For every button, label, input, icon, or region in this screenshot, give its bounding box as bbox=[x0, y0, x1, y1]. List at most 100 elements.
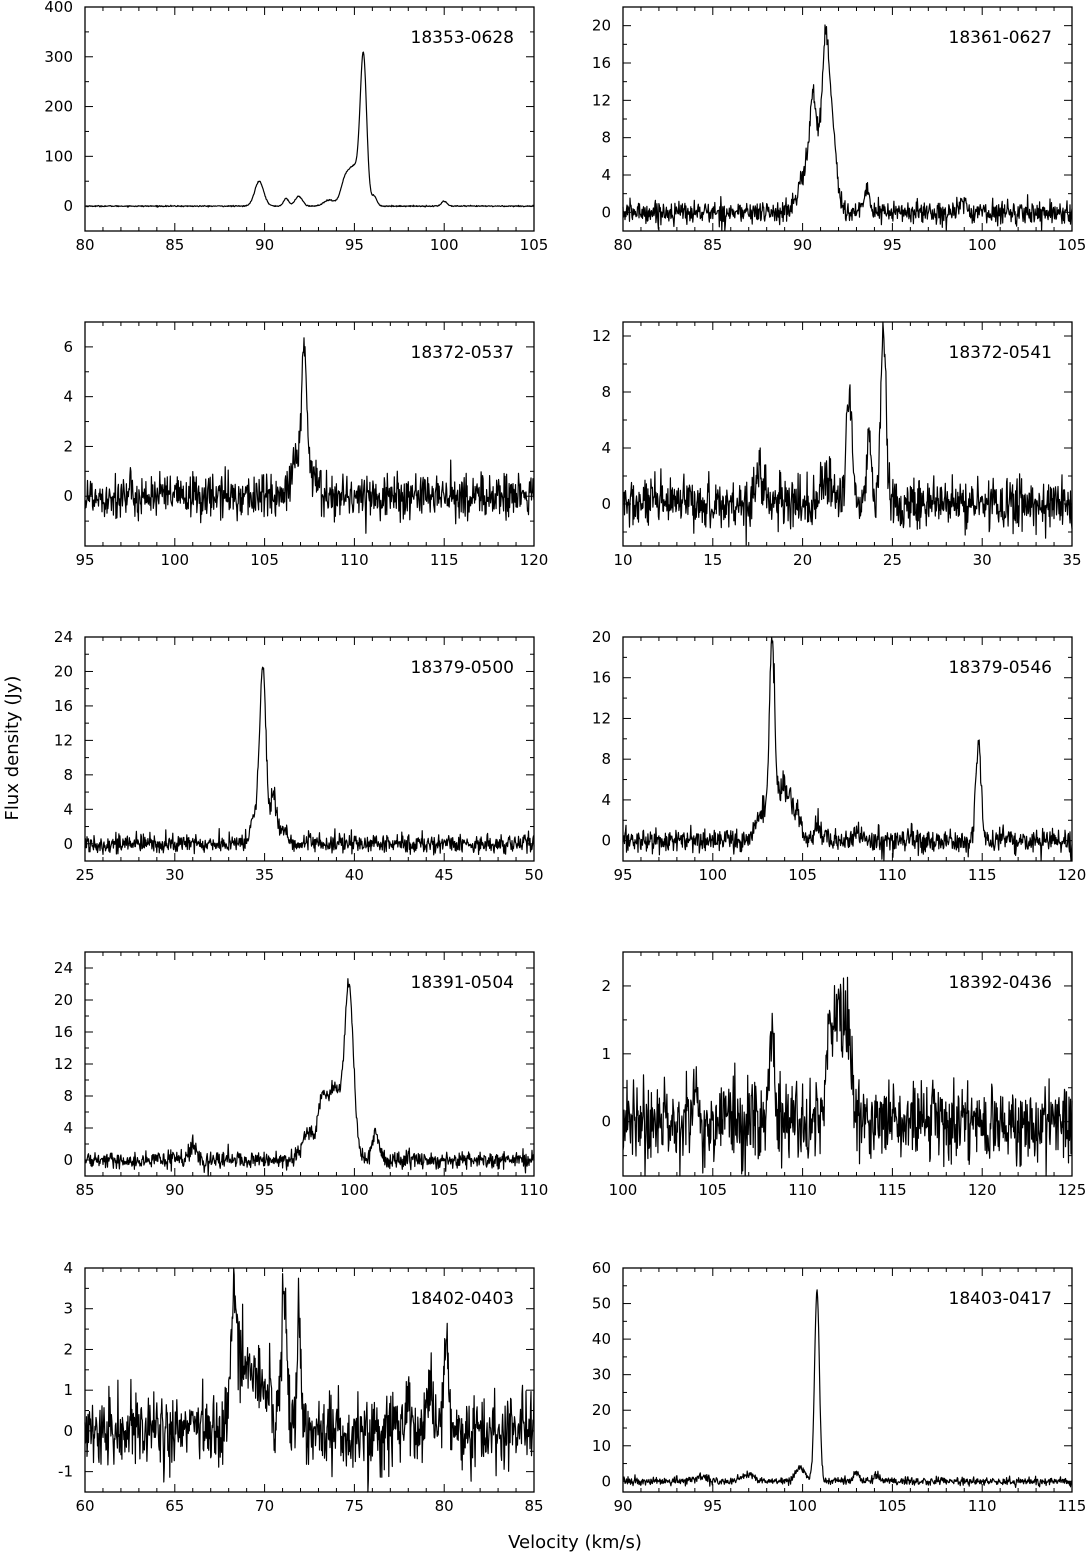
x-tick-label: 105 bbox=[698, 1181, 727, 1199]
y-tick-label: 12 bbox=[54, 1055, 73, 1073]
x-tick-label: 105 bbox=[788, 866, 817, 884]
x-tick-label: 125 bbox=[1058, 1181, 1087, 1199]
x-tick-label: 110 bbox=[788, 1181, 817, 1199]
y-axis-title: Flux density (Jy) bbox=[2, 676, 23, 821]
y-tick-label: -1 bbox=[58, 1463, 73, 1481]
source-label: 18372-0541 bbox=[949, 343, 1052, 363]
y-tick-label: 4 bbox=[63, 1119, 73, 1137]
y-tick-label: 1 bbox=[601, 1045, 611, 1063]
spectrum-panel: 95 100 105 110 115 120 0 4 8 12 16 20 18379-0546 bbox=[592, 628, 1086, 884]
x-tick-label: 115 bbox=[430, 551, 459, 569]
y-tick-label: 12 bbox=[592, 709, 611, 727]
x-tick-label: 45 bbox=[435, 866, 454, 884]
spectrum-line bbox=[622, 24, 1073, 232]
source-label: 18353-0628 bbox=[411, 28, 514, 48]
spectrum-panel: 60 65 70 75 80 85 -1 0 1 2 3 4 18402-0403 bbox=[58, 1259, 544, 1515]
x-tick-label: 50 bbox=[524, 866, 543, 884]
x-tick-label: 110 bbox=[878, 866, 907, 884]
source-label: 18391-0504 bbox=[411, 973, 514, 993]
y-tick-label: 16 bbox=[592, 54, 611, 72]
x-tick-label: 60 bbox=[75, 1497, 94, 1515]
y-tick-label: 400 bbox=[44, 0, 73, 16]
y-tick-label: 0 bbox=[601, 832, 611, 850]
x-tick-label: 30 bbox=[973, 551, 992, 569]
y-tick-label: 0 bbox=[601, 1113, 611, 1131]
y-tick-label: 12 bbox=[592, 327, 611, 345]
y-tick-label: 4 bbox=[601, 439, 611, 457]
x-tick-label: 110 bbox=[520, 1181, 549, 1199]
y-tick-label: 12 bbox=[54, 731, 73, 749]
spectrum-panel: 85 90 95 100 105 110 0 4 8 12 16 20 24 18391-0504 bbox=[54, 951, 549, 1199]
x-axis-title: Velocity (km/s) bbox=[508, 1532, 642, 1553]
y-tick-label: 200 bbox=[44, 98, 73, 116]
x-tick-label: 115 bbox=[1058, 1497, 1087, 1515]
y-tick-label: 0 bbox=[63, 835, 73, 853]
x-tick-label: 105 bbox=[1058, 236, 1087, 254]
spectrum-panel: 25 30 35 40 45 50 0 4 8 12 16 20 24 18379-0500 bbox=[54, 628, 544, 884]
x-tick-label: 100 bbox=[430, 236, 459, 254]
spectrum-line bbox=[84, 978, 535, 1177]
x-tick-label: 120 bbox=[968, 1181, 997, 1199]
x-tick-label: 95 bbox=[613, 866, 632, 884]
x-tick-label: 90 bbox=[255, 236, 274, 254]
y-tick-label: 1 bbox=[63, 1381, 73, 1399]
y-tick-label: 16 bbox=[54, 1023, 73, 1041]
source-label: 18379-0500 bbox=[411, 658, 514, 678]
x-tick-label: 120 bbox=[1058, 866, 1087, 884]
spectrum-line bbox=[622, 976, 1073, 1177]
x-tick-label: 65 bbox=[165, 1497, 184, 1515]
y-tick-label: 8 bbox=[601, 383, 611, 401]
spectrum-line bbox=[622, 321, 1073, 546]
y-tick-label: 20 bbox=[592, 628, 611, 646]
y-tick-label: 4 bbox=[63, 1259, 73, 1277]
y-tick-label: 24 bbox=[54, 628, 73, 646]
plot-frame bbox=[84, 6, 535, 232]
y-tick-label: 8 bbox=[601, 750, 611, 768]
x-tick-label: 100 bbox=[160, 551, 189, 569]
plot-frame bbox=[622, 636, 1073, 862]
spectrum-panel: 80 85 90 95 100 105 0 100 200 300 400 18353-0628 bbox=[44, 0, 548, 254]
x-tick-label: 115 bbox=[968, 866, 997, 884]
x-tick-label: 110 bbox=[340, 551, 369, 569]
x-tick-label: 40 bbox=[345, 866, 364, 884]
y-tick-label: 0 bbox=[601, 495, 611, 513]
y-tick-label: 60 bbox=[592, 1259, 611, 1277]
y-tick-label: 3 bbox=[63, 1300, 73, 1318]
y-tick-label: 50 bbox=[592, 1295, 611, 1313]
x-tick-label: 10 bbox=[613, 551, 632, 569]
y-tick-label: 4 bbox=[601, 791, 611, 809]
x-tick-label: 110 bbox=[968, 1497, 997, 1515]
spectrum-line bbox=[84, 666, 535, 856]
x-tick-label: 80 bbox=[75, 236, 94, 254]
y-tick-label: 30 bbox=[592, 1366, 611, 1384]
plot-frame bbox=[622, 321, 1073, 547]
y-tick-label: 16 bbox=[592, 669, 611, 687]
source-label: 18402-0403 bbox=[411, 1289, 514, 1309]
y-tick-label: 0 bbox=[63, 197, 73, 215]
y-tick-label: 16 bbox=[54, 697, 73, 715]
x-tick-label: 115 bbox=[878, 1181, 907, 1199]
spectrum-panel: 100 105 110 115 120 125 0 1 2 18392-0436 bbox=[601, 951, 1087, 1199]
y-tick-label: 4 bbox=[601, 166, 611, 184]
y-tick-label: 8 bbox=[601, 129, 611, 147]
y-tick-label: 100 bbox=[44, 147, 73, 165]
x-tick-label: 105 bbox=[878, 1497, 907, 1515]
x-tick-label: 30 bbox=[165, 866, 184, 884]
x-tick-label: 105 bbox=[250, 551, 279, 569]
x-tick-label: 120 bbox=[520, 551, 549, 569]
x-tick-label: 25 bbox=[883, 551, 902, 569]
x-tick-label: 100 bbox=[340, 1181, 369, 1199]
y-tick-label: 0 bbox=[63, 1422, 73, 1440]
x-tick-label: 70 bbox=[255, 1497, 274, 1515]
x-tick-label: 75 bbox=[345, 1497, 364, 1515]
source-label: 18403-0417 bbox=[949, 1289, 1052, 1309]
spectrum-line bbox=[84, 337, 535, 534]
x-tick-label: 15 bbox=[703, 551, 722, 569]
y-tick-label: 20 bbox=[592, 17, 611, 35]
x-tick-label: 90 bbox=[613, 1497, 632, 1515]
y-tick-label: 0 bbox=[601, 203, 611, 221]
x-tick-label: 105 bbox=[430, 1181, 459, 1199]
y-tick-label: 0 bbox=[601, 1472, 611, 1490]
